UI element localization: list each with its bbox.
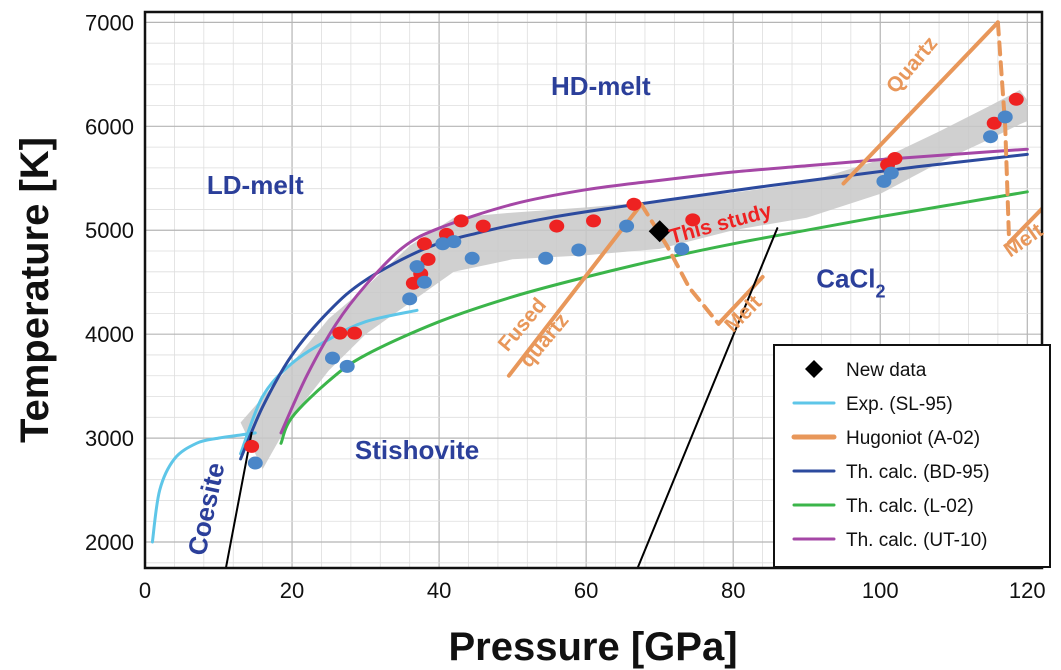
series-line-exp-sl-95 <box>239 308 419 456</box>
y-tick-label: 7000 <box>85 10 134 35</box>
red-data-point <box>416 237 432 251</box>
legend-entry-label: New data <box>846 360 927 381</box>
y-tick-label: 4000 <box>85 322 134 347</box>
red-data-point <box>986 116 1002 130</box>
plot-frame <box>143 10 1044 570</box>
legend-box <box>773 344 1051 568</box>
legend-entry-label: Th. calc. (L-02) <box>846 496 974 517</box>
series-line-hugoniot-a-02 <box>841 20 1000 186</box>
x-tick-label: 80 <box>721 578 745 603</box>
series-line-hugoniot-a-02 <box>1006 205 1042 245</box>
x-tick-label: 60 <box>574 578 598 603</box>
blue-data-point <box>409 260 425 274</box>
red-data-point <box>586 214 601 228</box>
x-tick-label: 0 <box>139 578 151 603</box>
series-lines <box>150 20 1042 568</box>
red-data-point <box>453 214 469 228</box>
region-label: Stishovite <box>355 435 479 465</box>
red-data-point <box>475 219 491 233</box>
blue-data-point <box>619 219 635 233</box>
red-data-point <box>244 439 260 453</box>
series-line-th-calc-bd-95 <box>239 152 1029 461</box>
uncertainty-band-area <box>240 89 1028 470</box>
tick-labels: 0 20 40 60 80 100 120 2000 3000 4000 5000 6000 7000 <box>85 10 1046 603</box>
x-tick-label: 100 <box>862 578 899 603</box>
y-tick-label: 6000 <box>85 114 134 139</box>
red-data-point <box>347 326 363 340</box>
legend-marker-diamond <box>805 360 823 378</box>
red-data-point <box>420 252 436 266</box>
series-line-th-calc-ut-10 <box>279 147 1029 435</box>
new-data-diamond <box>648 220 671 243</box>
red-data-point <box>887 152 903 166</box>
legend: New data Exp. (SL-95) Hugoniot (A-02) Th. c… <box>773 344 1051 568</box>
series-line-th-calc-l-02 <box>279 190 1029 445</box>
region-label: LD-melt <box>207 170 304 200</box>
blue-data-point <box>538 251 554 265</box>
legend-entry-label: Hugoniot (A-02) <box>846 428 980 449</box>
blue-data-point <box>571 243 587 257</box>
blue-data-point <box>997 110 1013 124</box>
blue-data-point <box>402 292 418 306</box>
region-label: HD-melt <box>551 71 651 101</box>
y-axis-title: Temperature [K] <box>13 137 57 443</box>
data-points <box>244 92 1024 470</box>
blue-data-point <box>339 359 355 373</box>
blue-data-point <box>416 275 432 289</box>
red-data-point <box>685 213 701 227</box>
red-data-point <box>332 326 348 340</box>
blue-data-point <box>247 456 263 470</box>
x-axis-title: Pressure [GPa] <box>448 625 737 669</box>
red-data-point <box>1008 92 1024 106</box>
x-tick-label: 40 <box>427 578 451 603</box>
blue-data-point <box>446 235 462 249</box>
uncertainty-band <box>240 89 1028 470</box>
legend-entry-label: Th. calc. (BD-95) <box>846 462 990 483</box>
blue-data-point <box>883 166 899 180</box>
blue-data-point <box>324 351 340 365</box>
red-data-point <box>405 276 421 290</box>
series-line-hugoniot-a-02 <box>639 202 721 326</box>
annotation-label: Melt <box>720 291 766 337</box>
blue-data-point <box>674 242 690 256</box>
region-label: Coesite <box>182 460 231 558</box>
series-line-phase-boundary <box>224 431 253 568</box>
red-data-point <box>626 197 642 211</box>
y-tick-label: 5000 <box>85 218 134 243</box>
y-tick-label: 3000 <box>85 426 134 451</box>
blue-data-point <box>464 251 480 265</box>
red-data-point <box>549 219 565 233</box>
x-tick-label: 20 <box>280 578 304 603</box>
series-line-hugoniot-a-02 <box>506 202 644 378</box>
x-tick-label: 120 <box>1009 578 1046 603</box>
series-line-hugoniot-a-02 <box>716 275 765 326</box>
series-line-hugoniot-a-02 <box>995 20 1011 238</box>
y-tick-label: 2000 <box>85 530 134 555</box>
legend-entry-label: Exp. (SL-95) <box>846 394 953 415</box>
series-line-phase-boundary <box>636 227 779 568</box>
legend-entry-label: Th. calc. (UT-10) <box>846 530 987 551</box>
series-line-exp-sl-95 <box>150 431 257 544</box>
blue-data-point <box>983 130 999 144</box>
